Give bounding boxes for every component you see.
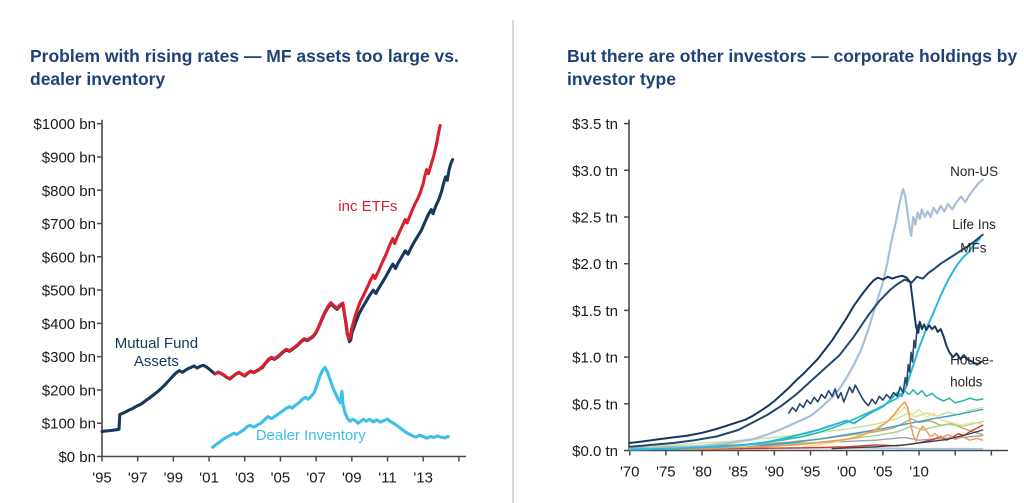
x-tick-label: '75 — [656, 464, 676, 481]
y-tick-label: $3.5 tn — [572, 116, 618, 133]
y-tick-label: $1000 bn — [33, 116, 96, 133]
mfs-label: MFs — [960, 240, 986, 255]
mutual-fund-assets-label: Mutual Fund Assets — [115, 335, 198, 370]
y-tick-label: $400 bn — [42, 316, 96, 333]
x-tick-label: '99 — [164, 470, 184, 487]
axis — [101, 119, 466, 458]
y-tick-label: $1.0 tn — [572, 350, 618, 367]
y-tick-label: $800 bn — [42, 183, 96, 200]
x-tick-label: '85 — [728, 464, 748, 481]
y-tick-label: $0.5 tn — [572, 396, 618, 413]
x-tick-label: '13 — [413, 470, 433, 487]
x-tick-label: '10 — [909, 464, 929, 481]
panel-divider — [512, 20, 514, 503]
y-tick-label: $500 bn — [42, 283, 96, 300]
series-non-us — [628, 178, 984, 450]
x-tick-label: '07 — [306, 470, 326, 487]
x-tick-label: '80 — [692, 464, 712, 481]
corporate-holdings-by-investor-type-chart: $3.5 tn $3.0 tn $2.5 tn $2.0 tn $1.5 tn $1.0 … — [572, 116, 1008, 481]
series-households — [628, 274, 983, 444]
series-mfs — [628, 237, 981, 451]
left-chart-title: Problem with rising rates — MF assets to… — [30, 45, 459, 89]
x-tick-label: '70 — [620, 464, 640, 481]
series-inc-etfs — [213, 123, 442, 381]
panel-corporate-holdings: But there are other investors — corporat… — [512, 0, 1024, 503]
y-tick-label: $1.5 tn — [572, 303, 618, 320]
y-tick-label: $3.0 tn — [572, 163, 618, 180]
y-tick-label: $300 bn — [42, 349, 96, 366]
y-tick-label: $2.5 tn — [572, 210, 618, 227]
panel-mf-assets: Problem with rising rates — MF assets to… — [30, 45, 466, 487]
x-tick-label: '95 — [801, 464, 821, 481]
x-tick-label: '05 — [271, 470, 291, 487]
households-label: House-holds — [950, 353, 994, 390]
y-tick-label: $2.0 tn — [572, 256, 618, 273]
x-tick-label: '03 — [235, 470, 255, 487]
series-orange — [628, 401, 984, 451]
series-teal — [628, 389, 984, 450]
x-tick-label: '00 — [837, 464, 857, 481]
x-tick-label: '09 — [342, 470, 362, 487]
x-tick-label: '90 — [765, 464, 785, 481]
x-tick-label: '05 — [873, 464, 893, 481]
x-tick-label: '95 — [92, 470, 112, 487]
y-tick-label: $900 bn — [42, 149, 96, 166]
series-life-ins — [628, 233, 984, 448]
x-tick-label: '97 — [128, 470, 148, 487]
y-tick-label: $0.0 tn — [572, 443, 618, 460]
series-mutual-fund-assets — [100, 158, 455, 434]
y-tick-label: $700 bn — [42, 216, 96, 233]
y-tick-label: $200 bn — [42, 382, 96, 399]
non-us-label: Non-US — [950, 164, 998, 179]
series-pale-yellow — [802, 406, 984, 448]
life-ins-label: Life Ins — [952, 217, 996, 232]
y-tick-label: $0 bn — [58, 449, 96, 466]
series-other-navy — [788, 323, 920, 414]
mf-assets-vs-dealer-inventory-chart: $1000 bn $900 bn $800 bn $700 bn $600 bn $500… — [33, 116, 466, 487]
x-tick-label: '11 — [378, 470, 396, 487]
x-tick-label: '01 — [199, 470, 219, 487]
series-dealer-inventory — [211, 365, 450, 449]
y-tick-label: $600 bn — [42, 249, 96, 266]
dealer-inventory-label: Dealer Inventory — [256, 427, 367, 444]
y-tick-label: $100 bn — [42, 416, 96, 433]
right-chart-title: But there are other investors — corporat… — [567, 45, 1018, 89]
series-steel-diagonal — [730, 408, 984, 450]
inc-etfs-label: inc ETFs — [338, 198, 397, 215]
series-dark-thin — [831, 429, 984, 450]
